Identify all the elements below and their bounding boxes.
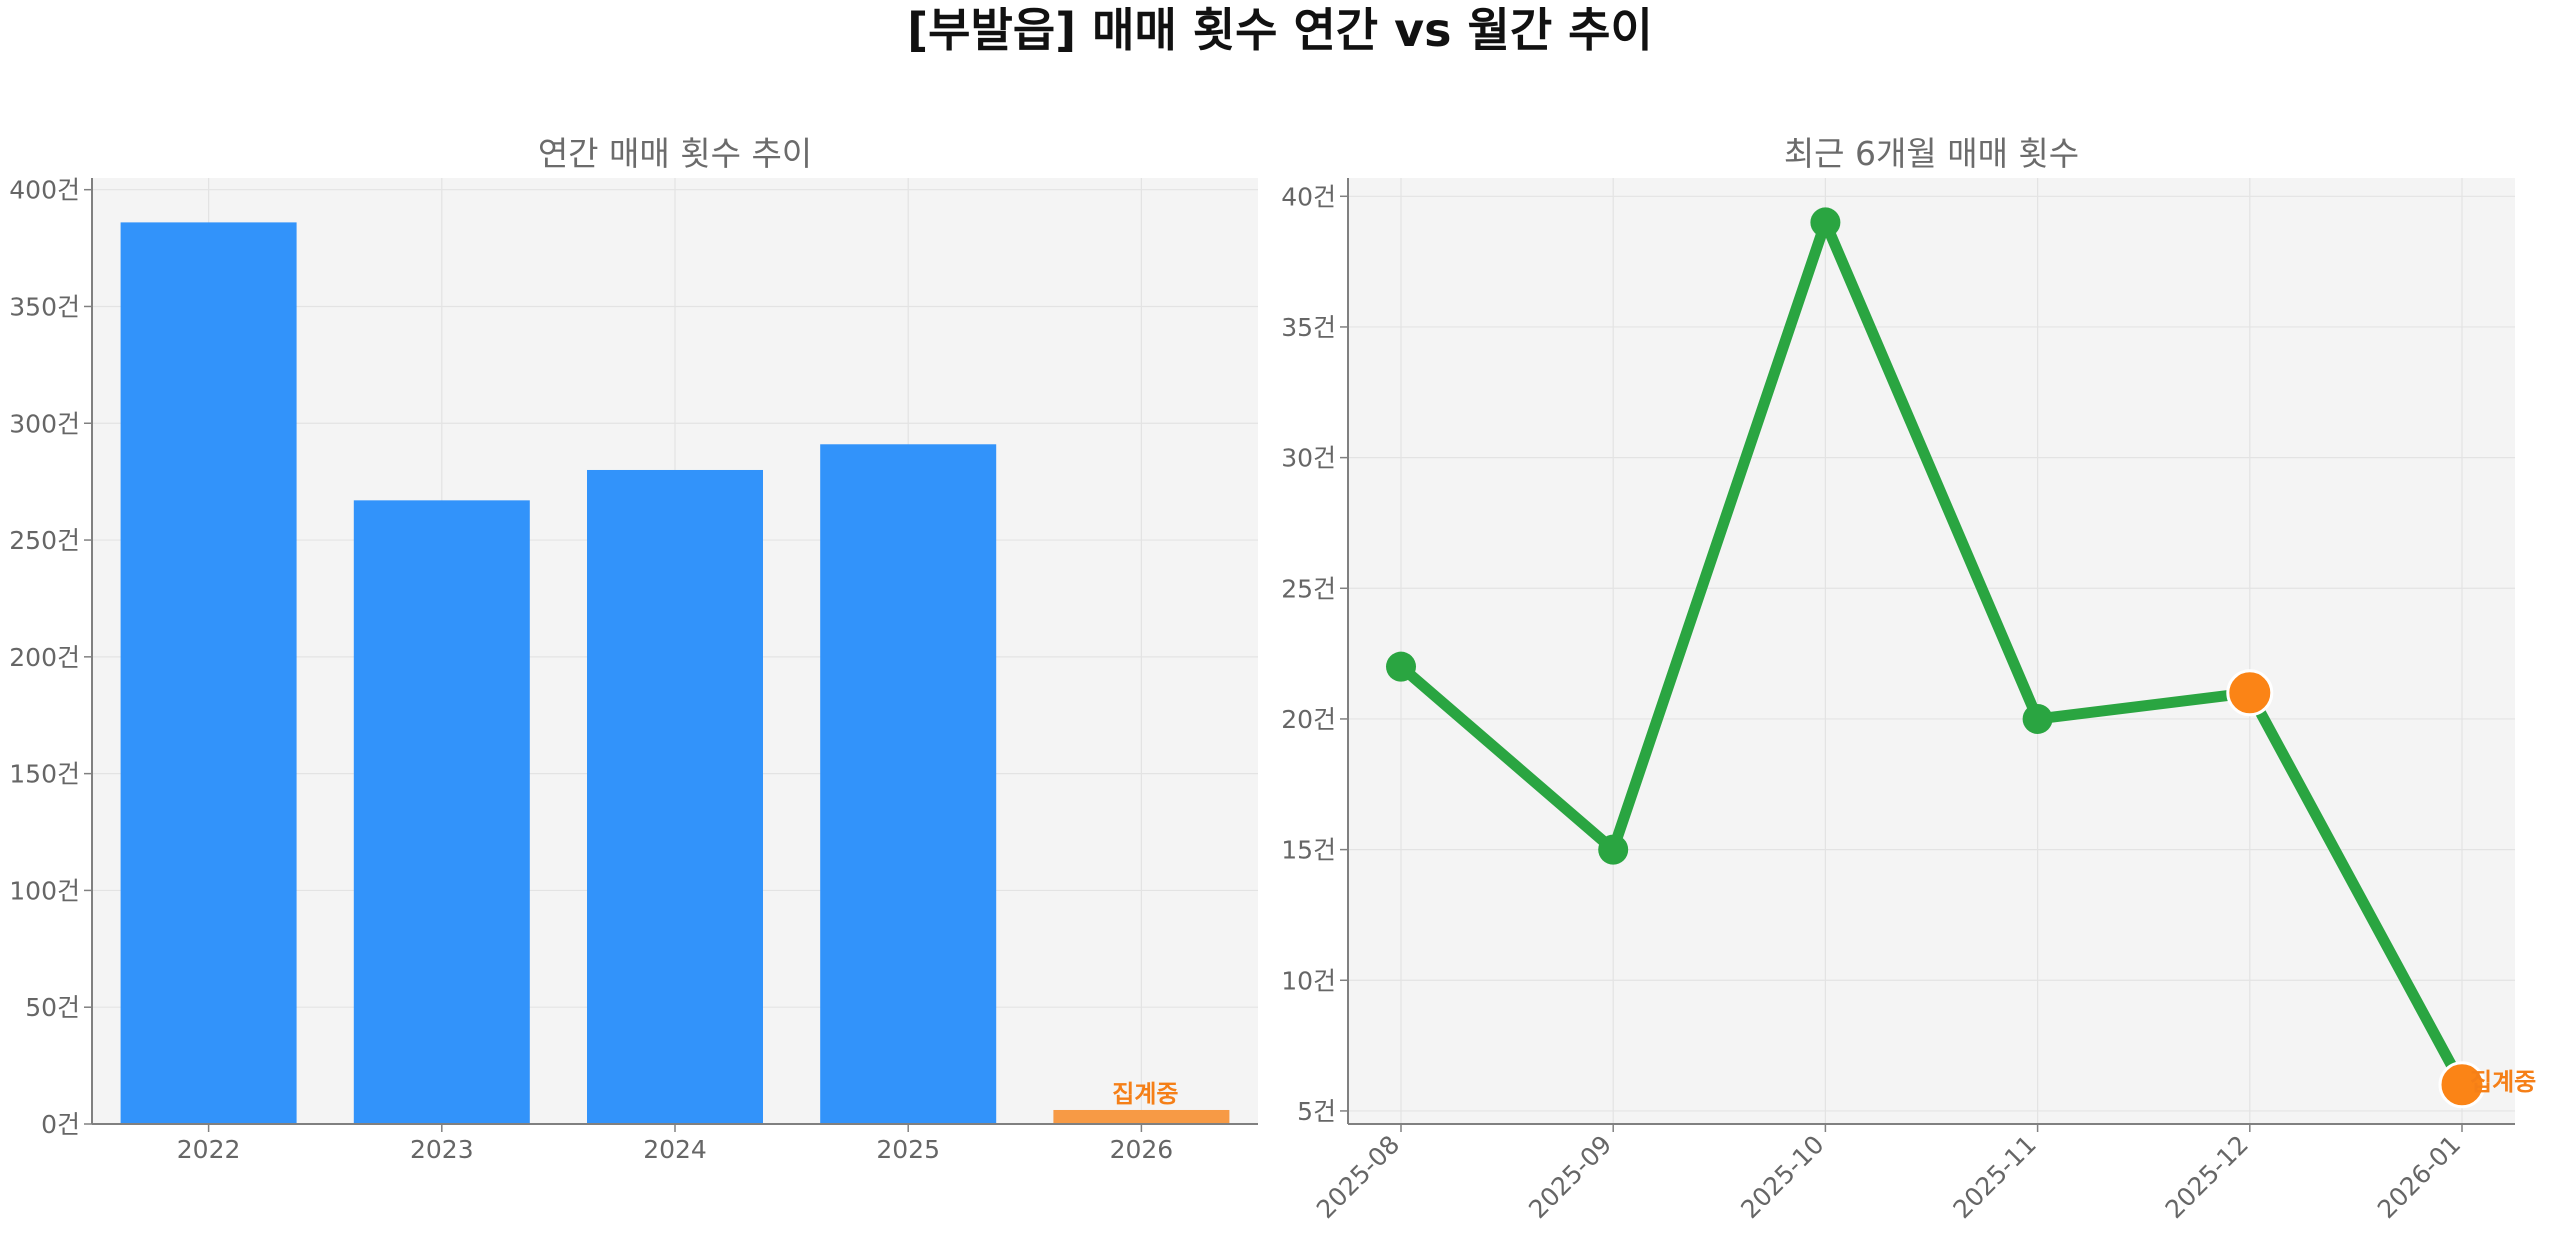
bar-x-tick-label: 2023 <box>410 1135 474 1164</box>
line-y-tick-label: 10건 <box>1281 966 1336 995</box>
line-point-2025-10 <box>1810 207 1841 238</box>
line-y-tick-label: 25건 <box>1281 574 1336 603</box>
line-point-highlight-2025-12 <box>2226 669 2274 717</box>
bar-y-tick-label: 200건 <box>9 643 80 672</box>
bar-2022 <box>120 222 297 1124</box>
line-y-tick-label: 15건 <box>1281 836 1336 865</box>
bar-y-tick-label: 50건 <box>25 993 80 1022</box>
line-y-tick-label: 40건 <box>1281 182 1336 211</box>
line-series <box>1395 216 2468 1091</box>
bar-2024 <box>587 469 763 1124</box>
line-x-tick-label: 2025-08 <box>1311 1130 1405 1224</box>
bar-x-tick-label: 2026 <box>1110 1135 1174 1164</box>
line-x-tick-label: 2025-12 <box>2160 1130 2254 1224</box>
bar-y-tick-label: 100건 <box>9 876 80 905</box>
line-point-2025-08 <box>1386 651 1416 682</box>
bar-y-tick-label: 150건 <box>9 760 80 789</box>
line-y-tick-label: 20건 <box>1281 705 1336 734</box>
bar-y-tick-label: 300건 <box>9 409 80 438</box>
line-point-2025-09 <box>1598 834 1629 865</box>
bar-x-tick-label: 2025 <box>876 1135 940 1164</box>
bar-2023 <box>353 500 530 1125</box>
line-x-tick-label: 2025-09 <box>1523 1130 1617 1224</box>
monthly-line-chart: 최근 6개월 매매 횟수 5건 10건 15건 20건 25건 30건 35건 40건 2025… <box>1281 134 2536 1224</box>
bar-chart-title: 연간 매매 횟수 추이 <box>538 134 812 173</box>
bar-y-tick-label: 400건 <box>9 176 80 205</box>
annual-bar-chart: 연간 매매 횟수 추이 0건 50건 100건 150건 200건 250건 300건 350… <box>9 134 1258 1164</box>
bar-x-tick-label: 2022 <box>177 1135 241 1164</box>
line-x-tick-label: 2026-01 <box>2372 1130 2466 1224</box>
bar-y-tick-label: 0건 <box>41 1110 80 1139</box>
line-plot-area <box>1348 178 2515 1124</box>
line-y-tick-label: 30건 <box>1281 444 1336 473</box>
line-x-tick-label: 2025-11 <box>1947 1130 2041 1224</box>
page-title: [부발읍] 매매 횟수 연간 vs 월간 추이 <box>907 3 1653 57</box>
bar-y-tick-label: 250건 <box>9 526 80 555</box>
line-point-highlight-2026-01 <box>2438 1061 2486 1109</box>
line-y-tick-label: 35건 <box>1281 313 1336 342</box>
line-point-2025-11 <box>2022 703 2053 734</box>
bar-y-tick-label: 350건 <box>9 292 80 321</box>
line-chart-title: 최근 6개월 매매 횟수 <box>1784 134 2079 173</box>
bar-2025 <box>820 444 997 1124</box>
line-x-tick-label: 2025-10 <box>1735 1130 1829 1224</box>
line-y-tick-label: 5건 <box>1297 1097 1336 1126</box>
line-annotation: 집계중 <box>2470 1068 2536 1096</box>
bar-annotation: 집계중 <box>1112 1080 1178 1108</box>
bar-x-tick-label: 2024 <box>643 1135 707 1164</box>
bar-2026 <box>1053 1109 1230 1124</box>
